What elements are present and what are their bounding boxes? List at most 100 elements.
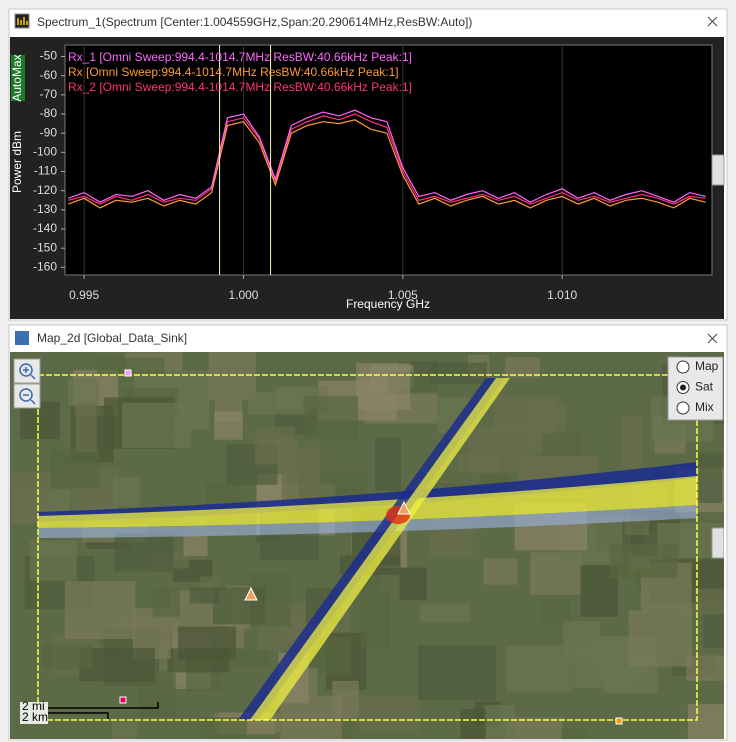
field xyxy=(49,449,100,489)
plot-area xyxy=(64,44,713,276)
beam-band xyxy=(250,378,510,720)
radio-label[interactable]: Mix xyxy=(695,400,714,414)
field xyxy=(97,357,165,374)
trace xyxy=(68,113,706,205)
y-tick-label: -130 xyxy=(33,202,57,216)
window-title: Map_2d [Global_Data_Sink] xyxy=(37,331,187,345)
automax-badge[interactable] xyxy=(11,55,25,101)
x-tick-label: 1.005 xyxy=(388,288,418,302)
beam-band xyxy=(38,505,697,538)
field xyxy=(609,543,678,578)
sensor-icon[interactable] xyxy=(244,586,258,601)
y-tick-label: -110 xyxy=(34,164,57,178)
side-tab[interactable] xyxy=(711,154,725,186)
field xyxy=(183,535,208,557)
window-title: Spectrum_1(Spectrum [Center:1.004559GHz,… xyxy=(37,15,472,29)
field xyxy=(506,717,563,739)
beam-band xyxy=(38,462,697,522)
y-tick-label: -120 xyxy=(33,183,57,197)
y-tick-label: -140 xyxy=(33,221,57,235)
scale-label: 2 mi xyxy=(22,699,45,713)
radio[interactable] xyxy=(676,401,690,415)
field xyxy=(152,587,180,617)
field xyxy=(280,696,342,739)
zoom-in-icon xyxy=(19,363,33,377)
field xyxy=(247,391,310,415)
field xyxy=(360,592,390,649)
field xyxy=(506,645,571,692)
y-tick-label: -150 xyxy=(33,240,57,254)
trace xyxy=(67,119,706,209)
close-button[interactable] xyxy=(707,16,718,27)
trace xyxy=(67,109,706,203)
radio-label[interactable]: Map xyxy=(695,359,719,373)
automax-label[interactable]: AutoMax xyxy=(10,54,24,101)
window-icon xyxy=(15,331,29,345)
field xyxy=(399,567,427,601)
field xyxy=(200,717,247,739)
scale-label: 2 km xyxy=(22,710,48,724)
legend-entry: Rx [Omni Sweep:994.4-1014.7MHz ResBW:40.… xyxy=(68,65,399,79)
field xyxy=(417,644,497,701)
y-tick-label: -100 xyxy=(33,145,57,159)
field xyxy=(64,581,136,640)
field xyxy=(686,655,724,681)
field xyxy=(189,587,219,604)
field xyxy=(375,436,402,492)
y-tick-label: -70 xyxy=(40,87,58,101)
close-button[interactable] xyxy=(707,333,718,344)
y-tick-label: -60 xyxy=(40,68,58,82)
layer-options: Map Sat Mix xyxy=(676,359,719,415)
zoom-out[interactable] xyxy=(13,383,41,409)
plot: -50 -60 -70 -80 -90 -100 -110 -120 -130 -140 -150 -… xyxy=(33,45,706,302)
field xyxy=(68,377,100,407)
field xyxy=(122,402,192,448)
x-tick-label: 1.010 xyxy=(547,288,577,302)
field xyxy=(483,558,518,585)
map[interactable]: 2 mi 2 km xyxy=(10,352,736,742)
radio[interactable] xyxy=(676,360,690,374)
field xyxy=(303,395,359,440)
field xyxy=(505,357,540,378)
zoom-in-icon xyxy=(23,367,36,380)
map-marker[interactable] xyxy=(119,696,127,704)
window-icon-glyph xyxy=(17,17,28,25)
field xyxy=(687,704,724,739)
field xyxy=(622,415,643,469)
field xyxy=(628,610,693,667)
x-tick-label: 1.000 xyxy=(228,288,258,302)
legend-entry: Rx_1 [Omni Sweep:994.4-1014.7MHz ResBW:4… xyxy=(68,50,412,64)
field xyxy=(214,411,243,440)
y-axis-label: Power dBm xyxy=(10,131,24,193)
zoom-out-icon xyxy=(19,388,33,402)
field xyxy=(208,352,256,400)
zoom-in[interactable] xyxy=(13,358,41,384)
field xyxy=(42,643,93,670)
field xyxy=(571,642,639,689)
y-tick-label: -160 xyxy=(33,260,57,274)
frame-handle[interactable] xyxy=(124,369,132,377)
field xyxy=(178,626,237,660)
radio-label[interactable]: Sat xyxy=(695,380,714,394)
zoom-out-icon xyxy=(23,394,36,405)
side-tab[interactable] xyxy=(711,527,724,559)
y-tick-label: -90 xyxy=(40,125,58,139)
field xyxy=(359,696,420,733)
field xyxy=(694,588,724,615)
frame-handle[interactable] xyxy=(615,717,623,725)
field xyxy=(114,533,174,572)
field xyxy=(212,587,266,625)
field xyxy=(430,362,488,384)
x-tick-label: 0.995 xyxy=(69,288,99,302)
field xyxy=(112,477,140,507)
field xyxy=(698,452,723,503)
sensor-icon[interactable] xyxy=(397,500,411,515)
field xyxy=(493,396,558,434)
scale-box xyxy=(20,702,48,724)
legend-entry: Rx_2 [Omni Sweep:994.4-1014.7MHz ResBW:4… xyxy=(68,80,412,94)
beam-band xyxy=(38,476,697,528)
scale-bar xyxy=(48,702,159,719)
coverage-frame xyxy=(37,374,698,721)
